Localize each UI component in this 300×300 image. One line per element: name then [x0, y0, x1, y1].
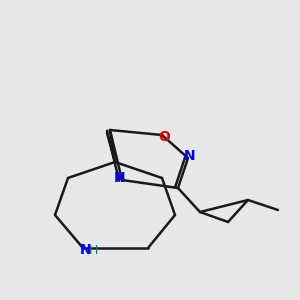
Text: N: N [80, 243, 92, 257]
Text: H: H [88, 244, 98, 256]
Text: N: N [184, 149, 196, 163]
Text: O: O [158, 130, 170, 144]
Text: N: N [114, 171, 126, 185]
